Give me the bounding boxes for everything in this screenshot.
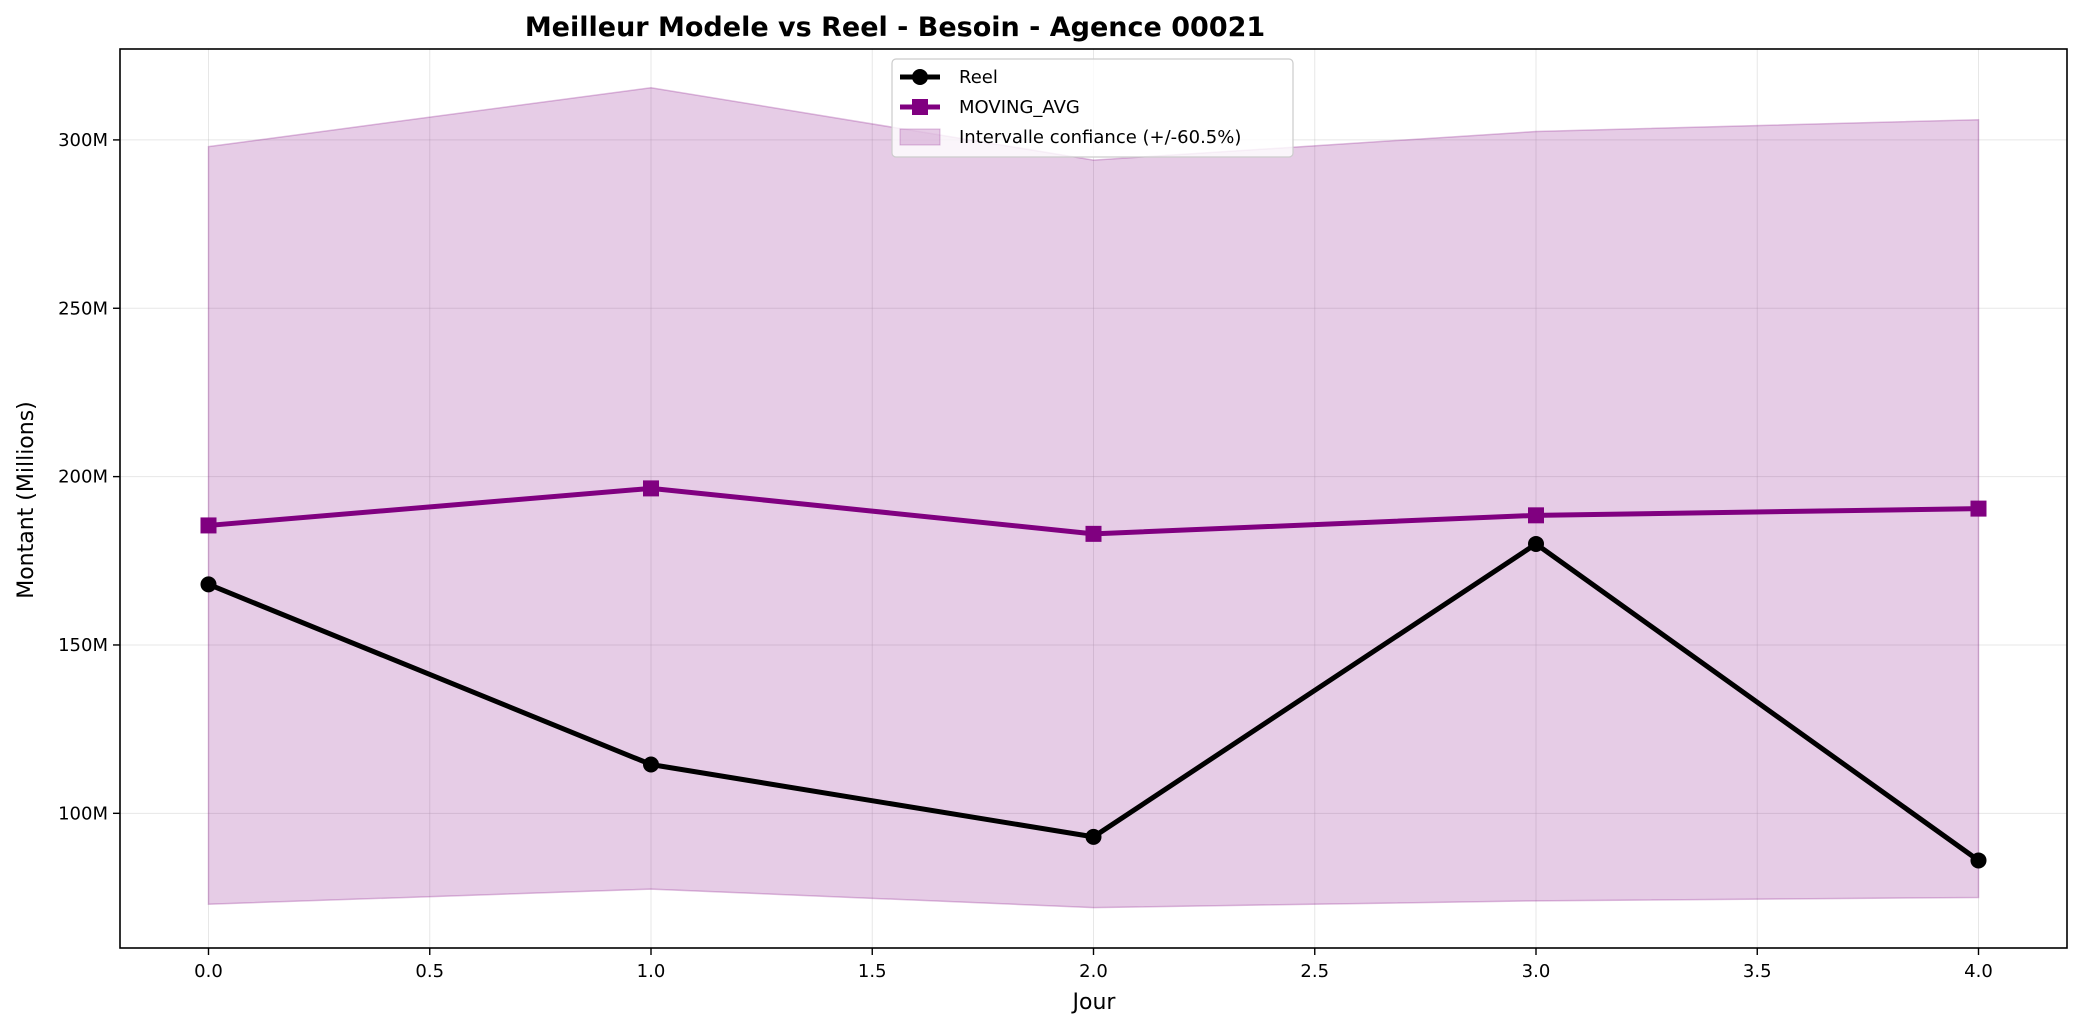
y-tick-label-0: 100M [58,803,108,824]
y-tick-label-1: 150M [58,635,108,656]
point-reel-2 [1085,828,1102,845]
confidence-band [207,86,1980,909]
x-tick-label-2: 1.0 [637,961,666,982]
legend-label-moving-avg: MOVING_AVG [959,97,1080,118]
tick-labels: 0.0 0.5 1.0 1.5 2.0 2.5 3.0 3.5 4.0 100M 150M 200M 2… [58,130,1993,982]
series-layer [200,480,1987,869]
legend: Reel MOVING_AVG Intervalle confiance (+/-6… [891,58,1294,158]
x-tick-label-8: 4.0 [1964,961,1993,982]
legend-box [891,58,1294,158]
point-reel-3 [1528,535,1544,552]
x-tick-label-0: 0.0 [194,961,223,982]
confidence-band-layer [207,86,1980,909]
x-tick-label-3: 1.5 [858,961,887,982]
y-tick-label-2: 200M [58,467,108,488]
x-tick-label-7: 3.5 [1743,961,1772,982]
y-tick-label-4: 300M [58,130,108,151]
chart-title: Meilleur Modele vs Reel - Besoin - Agenc… [525,12,1265,43]
x-tick-label-5: 2.5 [1300,961,1329,982]
y-tick-label-3: 250M [58,298,108,319]
legend-swatch-intervalle-confiance-60-5 [899,128,941,146]
x-tick-label-6: 3.0 [1522,961,1551,982]
legend-label-reel: Reel [959,67,998,88]
legend-label-intervalle-confiance-60-5: Intervalle confiance (+/-60.5%) [959,127,1241,148]
point-moving-avg-1 [643,480,659,497]
legend-marker-moving-avg [912,99,928,115]
x-tick-label-1: 0.5 [415,961,444,982]
legend-marker-reel [912,69,928,85]
axes [113,48,2068,955]
point-reel-1 [643,756,659,773]
y-axis-label: Montant (Millions) [14,401,39,599]
x-axis-label: Jour [1071,990,1117,1015]
point-moving-avg-2 [1085,525,1102,542]
point-reel-0 [200,576,217,593]
x-tick-label-4: 2.0 [1079,961,1108,982]
point-moving-avg-4 [1970,500,1987,517]
point-moving-avg-3 [1528,507,1544,524]
point-reel-4 [1970,852,1987,869]
point-moving-avg-0 [200,517,217,534]
